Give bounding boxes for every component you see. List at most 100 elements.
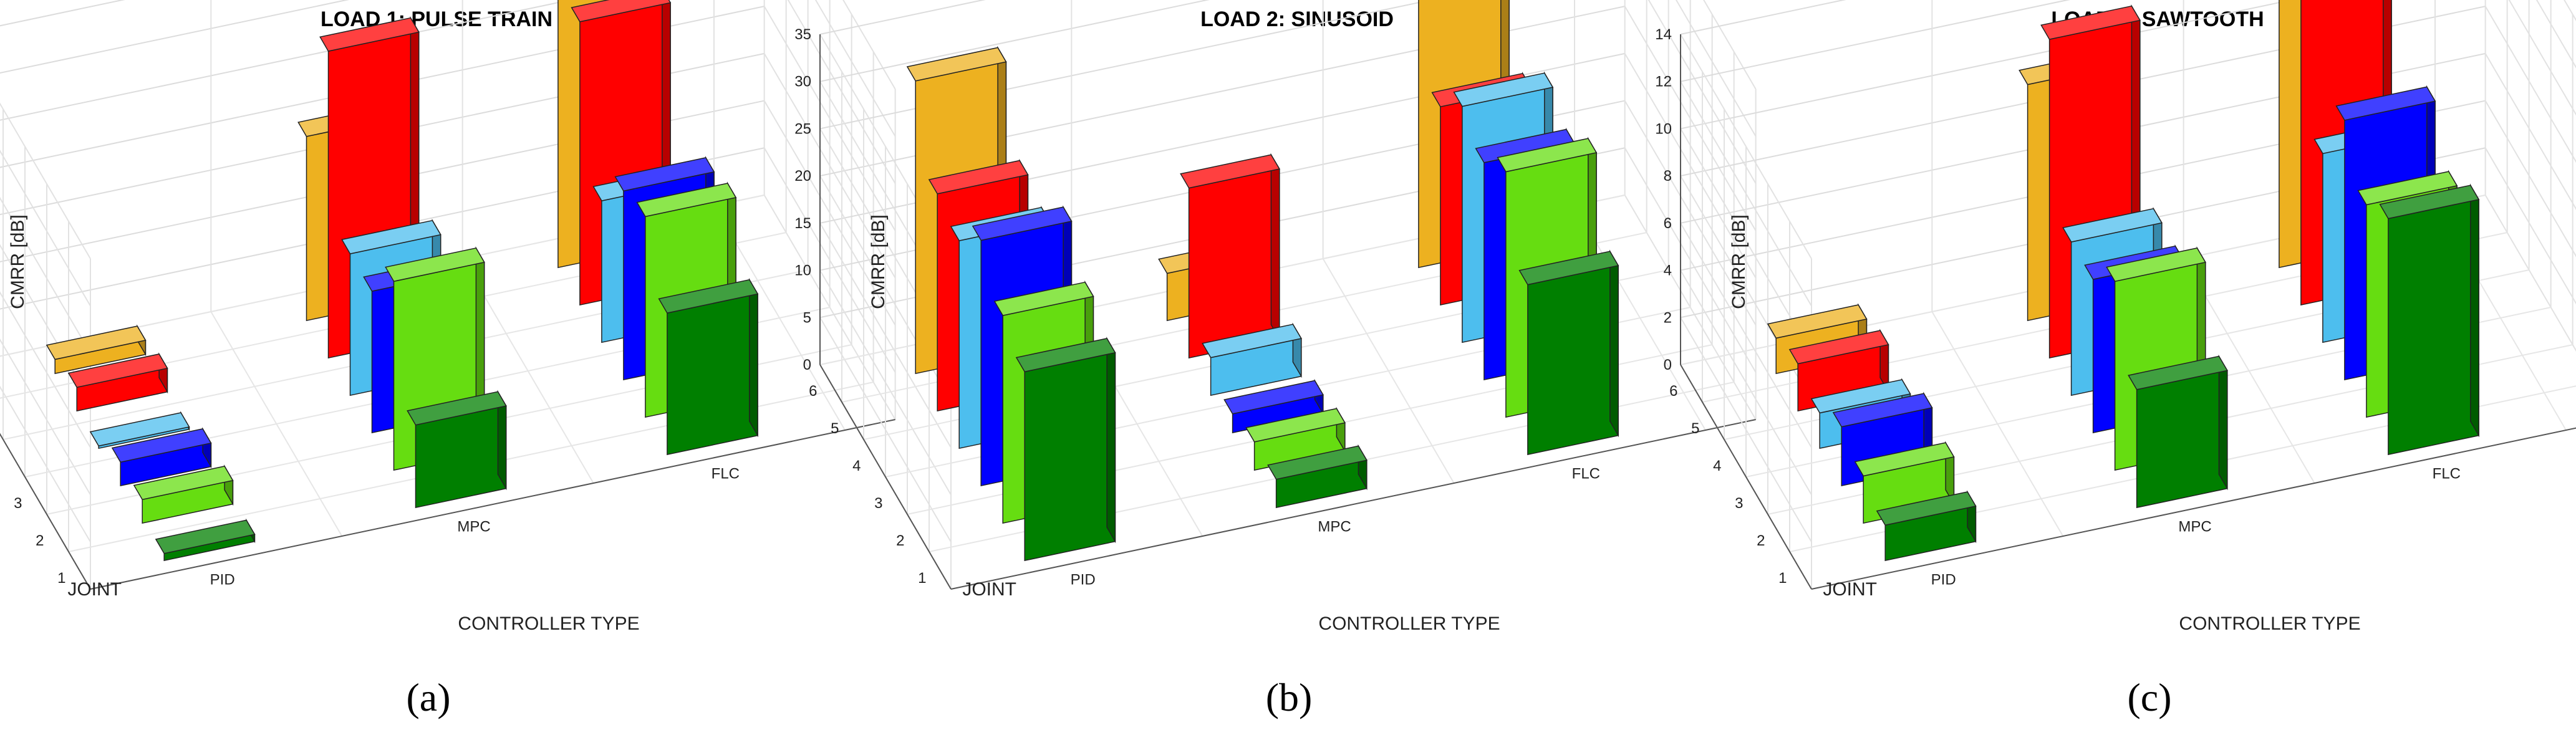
z-tick-label: 6 [1664,215,1672,232]
bar-top-face [1788,330,1889,365]
bar-top-face [2335,86,2436,121]
bar-side-face [1609,249,1619,438]
x-axis-line [1811,427,2576,590]
bar [67,352,168,412]
bar-top-face [993,281,1094,316]
joint-tick-label: 2 [1757,532,1765,549]
bar-top-face [1876,491,1977,526]
z-tick-label: 10 [1655,120,1672,137]
bars [906,0,1619,562]
joint-tick-label: 2 [36,532,44,549]
bar-top-face [1810,379,1911,414]
bar-top-face [1180,154,1280,189]
y-axis-line [819,364,952,590]
bar [1876,490,1977,562]
gridline [0,0,350,74]
joint-tick-label: 3 [874,495,882,512]
z-tick-label: 10 [794,262,811,279]
bar [2128,354,2228,509]
z-tick-label: 0 [1664,357,1672,373]
y-axis-label: JOINT [1823,579,1877,600]
z-tick-label: 35 [794,26,811,43]
category-label: MPC [1318,519,1351,535]
bar-top-face [1245,408,1346,443]
category-label: PID [1931,572,1956,588]
gridline [210,311,343,537]
joint-tick-label: 4 [852,458,861,474]
gridline [1931,311,2064,537]
category-labels: PID MPC FLC [1931,466,2461,588]
gridline [2535,0,2576,69]
bar-top-face [1832,393,1933,428]
bar [46,324,147,375]
gridline [1680,0,1846,35]
y-axis-label: JOINT [67,579,122,600]
joint-tick-label: 1 [57,570,65,587]
bar-top-face [614,157,715,192]
bar-top-face [1767,304,1868,339]
bar-top-face [571,0,672,22]
gridline [819,0,986,35]
joint-tick-label: 5 [831,420,839,437]
z-axis-label: CMRR [dB] [1729,214,1749,309]
category-label: FLC [712,466,740,483]
gridline [819,0,1210,82]
y-axis-line [1680,364,1812,590]
bar [658,277,759,456]
bar-top-face [2128,355,2228,390]
bar-front-face [2136,370,2228,509]
x-axis-label: CONTROLLER TYPE [458,613,639,634]
bar-top-face [1015,338,1116,373]
bar-top-face [2062,208,2163,243]
bar-top-face [928,160,1029,195]
bar-top-face [341,219,441,254]
bar [1015,337,1116,562]
z-tick-label: 2 [1664,309,1672,326]
z-tick-labels: 0 2 4 6 8 10 12 14 [1655,26,1672,373]
bar [1245,406,1346,471]
category-label: MPC [457,519,490,535]
bar [1180,153,1280,359]
bar-front-face [667,293,758,456]
gridline [1322,258,1455,484]
bar-top-face [2040,5,2141,40]
bar-top-face [319,17,420,52]
z-tick-labels: 0 5 10 15 20 25 30 35 [794,26,811,373]
z-tick-label: 14 [1655,26,1672,43]
bar-top-face [46,325,147,360]
joint-tick-label: 5 [1691,420,1699,437]
category-label: PID [1071,572,1096,588]
z-tick-label: 25 [794,120,811,137]
bar-top-face [1518,251,1619,286]
z-tick-label: 20 [794,168,811,185]
joint-tick-label: 6 [809,383,817,400]
category-label: MPC [2178,519,2211,535]
bars [1767,0,2480,562]
bar [1267,444,1368,509]
gridline [2484,100,2576,257]
joint-tick-label: 1 [1778,570,1787,587]
bar-top-face [658,279,759,314]
bar-top-face [111,428,212,463]
z-tick-label: 4 [1664,262,1672,279]
z-tick-label: 12 [1655,74,1672,90]
z-tick-label: 15 [794,215,811,232]
category-label: PID [210,572,235,588]
bar-top-face [89,412,190,447]
bars [46,0,759,562]
category-label: FLC [1572,466,1600,483]
bar-front-face [2388,199,2479,456]
gridline [1680,0,2071,82]
joint-tick-label: 2 [896,532,904,549]
chart-title: LOAD 2: SINUSOID [1200,7,1394,31]
category-labels: PID MPC FLC [1071,466,1600,588]
bar-top-face [1453,72,1554,107]
bar-side-face [2470,183,2479,438]
gridline [2484,195,2576,352]
x-axis-label: CONTROLLER TYPE [2179,613,2360,634]
x-axis-line [950,419,1756,590]
